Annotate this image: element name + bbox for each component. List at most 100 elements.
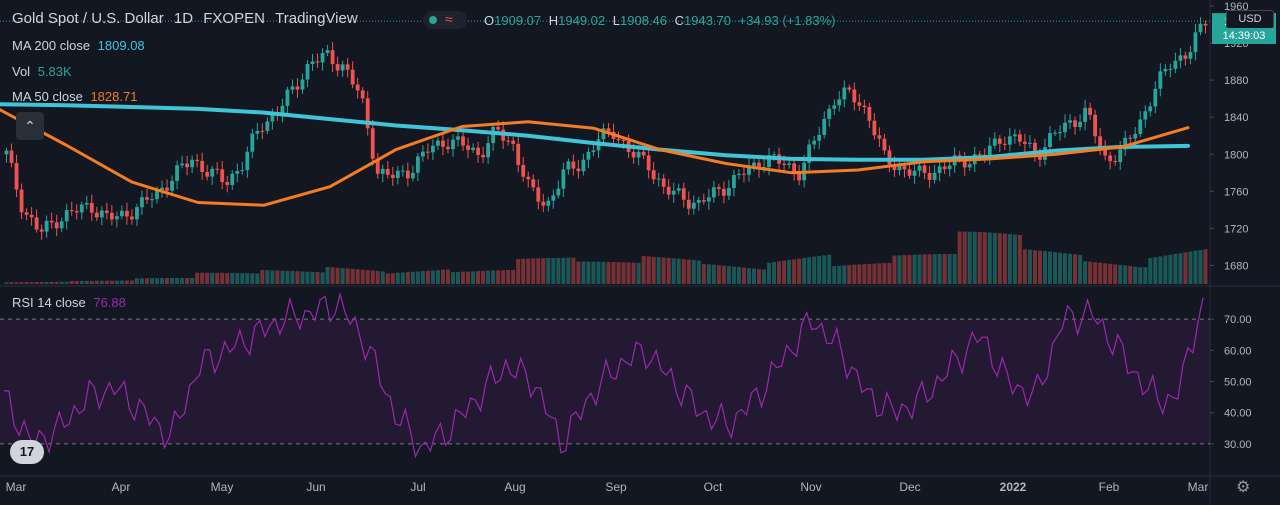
candle-body — [305, 64, 310, 80]
candle-body — [681, 188, 686, 200]
volume-bar — [185, 278, 190, 284]
candle-body — [44, 220, 49, 232]
market-status-indicator[interactable]: ≈ — [423, 11, 467, 29]
price-tick-label: 1800 — [1224, 149, 1248, 161]
volume-bar — [867, 263, 872, 284]
candle-body — [114, 216, 119, 220]
volume-bar — [165, 278, 170, 284]
volume-bar — [506, 270, 511, 284]
gear-icon[interactable]: ⚙ — [1236, 479, 1251, 496]
open-value: 1909.07 — [494, 13, 542, 28]
volume-bar — [230, 272, 235, 284]
candle-body — [686, 199, 691, 209]
volume-bar — [691, 260, 696, 284]
volume-bar — [94, 280, 99, 284]
candle-body — [34, 217, 39, 230]
volume-bar — [265, 270, 270, 284]
vol-legend[interactable]: Vol 5.83K — [12, 64, 72, 79]
volume-bar — [716, 265, 721, 284]
volume-bar — [997, 233, 1002, 284]
volume-bar — [797, 258, 802, 284]
volume-bar — [445, 269, 450, 284]
candle-body — [621, 140, 626, 142]
ma200-legend[interactable]: MA 200 close 1809.08 — [12, 38, 145, 53]
candle-body — [721, 188, 726, 196]
volume-bar — [205, 272, 210, 284]
volume-bar — [581, 261, 586, 284]
candle-body — [511, 140, 516, 144]
volume-bar — [711, 264, 716, 284]
volume-bar — [370, 270, 375, 284]
candle-body — [651, 170, 656, 180]
time-tick-label: Apr — [112, 480, 131, 494]
volume-bar — [1042, 251, 1047, 284]
candle-body — [220, 169, 225, 183]
rsi-band-fill — [0, 319, 1210, 444]
ma50-legend[interactable]: MA 50 close 1828.71 — [12, 89, 137, 104]
volume-bar — [912, 254, 917, 284]
candle-body — [747, 165, 751, 175]
candle-body — [295, 86, 300, 90]
candle-body — [9, 150, 14, 163]
candle-body — [195, 159, 200, 161]
collapse-legend-button[interactable]: ⌃ — [16, 112, 44, 140]
volume-bar — [215, 272, 220, 284]
volume-bar — [255, 273, 260, 284]
volume-bar — [721, 265, 726, 284]
volume-bar — [1088, 261, 1093, 284]
candle-body — [927, 172, 932, 180]
candle-body — [1178, 55, 1183, 61]
volume-bar — [731, 266, 736, 284]
volume-bar — [175, 278, 180, 284]
volume-bar — [225, 272, 230, 284]
candle-body — [561, 169, 566, 189]
volume-bar — [9, 282, 14, 284]
candle-body — [666, 186, 671, 195]
volume-bar — [450, 272, 455, 284]
candle-body — [250, 133, 255, 152]
candle-body — [546, 200, 551, 206]
interval-label[interactable]: 1D — [173, 10, 194, 27]
volume-bar — [1203, 249, 1208, 284]
rsi-legend[interactable]: RSI 14 close 76.88 — [12, 295, 126, 310]
candle-body — [566, 161, 571, 170]
tradingview-logo[interactable]: 17 — [10, 440, 44, 464]
candle-body — [1193, 32, 1198, 53]
volume-bar — [109, 280, 114, 284]
candle-body — [1007, 136, 1012, 145]
candle-body — [661, 178, 666, 187]
volume-bar — [1168, 254, 1173, 284]
volume-bar — [1128, 266, 1133, 284]
candle-body — [441, 140, 445, 147]
price-tick-label: 1840 — [1224, 112, 1248, 124]
candle-body — [1163, 68, 1168, 72]
candle-body — [797, 172, 802, 181]
time-tick-label: Mar — [1188, 480, 1209, 494]
volume-bar — [566, 257, 571, 284]
candle-body — [1203, 23, 1208, 26]
volume-bar — [114, 280, 119, 284]
rsi-tick-label: 30.00 — [1224, 439, 1252, 451]
candle-body — [1103, 147, 1108, 156]
volume-bar — [104, 280, 109, 284]
candle-body — [1148, 106, 1153, 112]
volume-bar — [170, 278, 175, 284]
rsi-tick-label: 50.00 — [1224, 377, 1252, 389]
volume-bar — [250, 273, 255, 284]
volume-bar — [405, 272, 410, 284]
rsi-tick-label: 70.00 — [1224, 314, 1252, 326]
candle-body — [832, 105, 837, 109]
candle-body — [471, 147, 475, 150]
volume-bar — [280, 270, 285, 284]
rsi-value: 76.88 — [93, 295, 126, 310]
currency-selector[interactable]: USD — [1226, 10, 1274, 29]
candle-body — [210, 168, 215, 177]
volume-bar — [74, 281, 79, 284]
candle-body — [932, 172, 937, 180]
volume-bar — [144, 278, 149, 284]
volume-series — [4, 231, 1208, 284]
candle-body — [1002, 143, 1007, 145]
candle-body — [1173, 60, 1178, 69]
volume-bar — [661, 257, 666, 284]
